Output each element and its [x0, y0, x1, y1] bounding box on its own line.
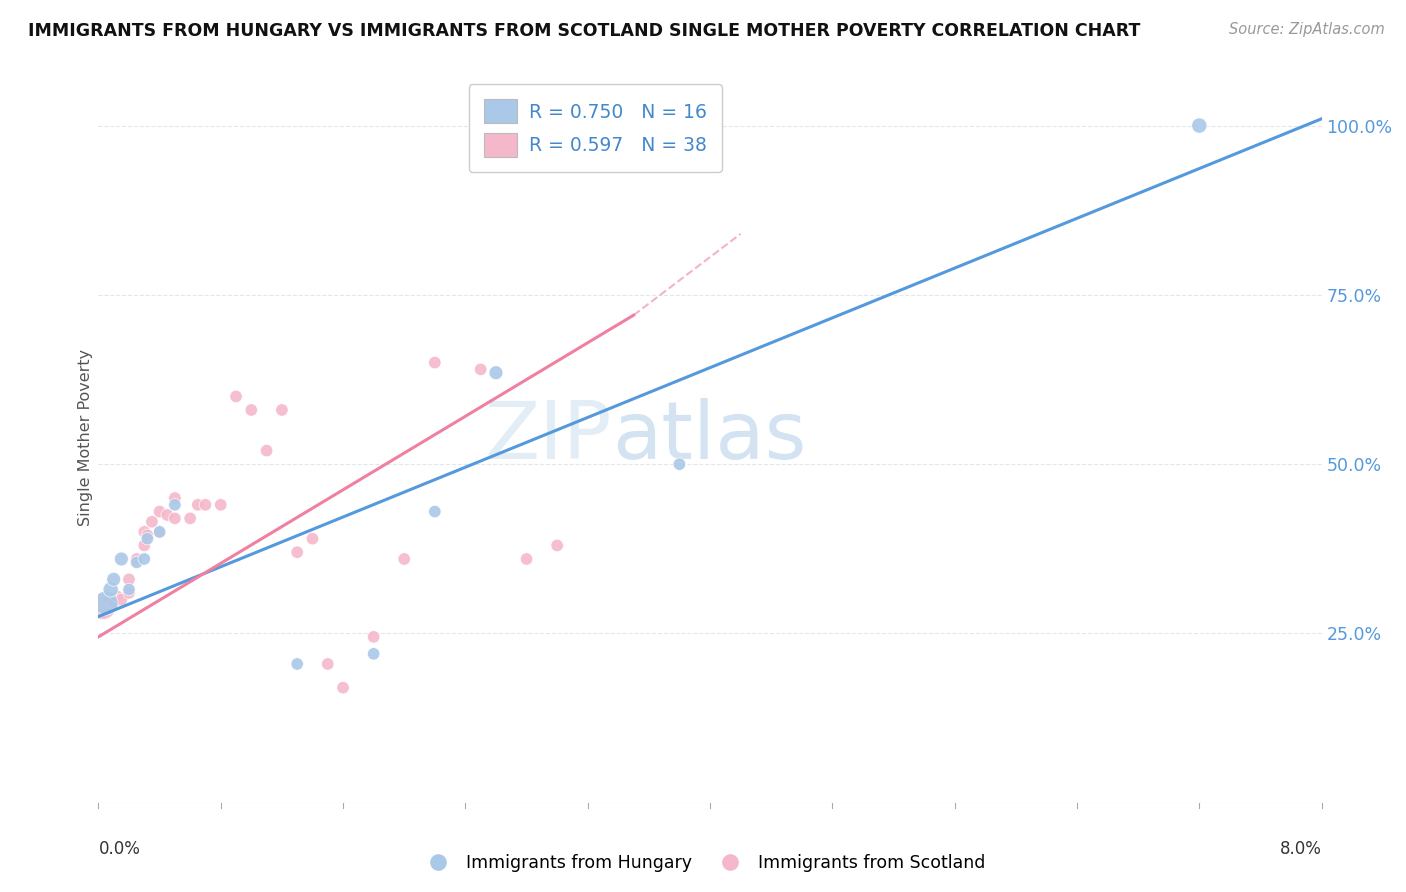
Point [470, 362, 492, 376]
Text: atlas: atlas [612, 398, 807, 476]
Point [105, 589, 128, 603]
Point [98, 592, 121, 607]
Point [149, 524, 172, 539]
Point [592, 139, 614, 153]
Point [163, 511, 186, 525]
Point [1188, 119, 1211, 133]
Legend: Immigrants from Hungary, Immigrants from Scotland: Immigrants from Hungary, Immigrants from… [413, 847, 993, 879]
Text: 0.0%: 0.0% [98, 840, 141, 858]
Point [125, 555, 148, 569]
Point [668, 457, 690, 471]
Point [100, 582, 122, 597]
Point [149, 505, 172, 519]
Point [423, 505, 446, 519]
Text: ZIP: ZIP [485, 398, 612, 476]
Point [285, 657, 308, 671]
Point [209, 498, 232, 512]
Point [301, 532, 323, 546]
Point [316, 657, 339, 671]
Point [637, 125, 661, 139]
Point [103, 572, 125, 586]
Point [516, 552, 538, 566]
Point [136, 532, 159, 546]
Text: Source: ZipAtlas.com: Source: ZipAtlas.com [1229, 22, 1385, 37]
Point [546, 538, 568, 552]
Point [163, 491, 186, 505]
Text: 8.0%: 8.0% [1279, 840, 1322, 858]
Point [392, 552, 416, 566]
Point [118, 572, 141, 586]
Point [110, 552, 132, 566]
Point [141, 515, 163, 529]
Point [485, 366, 508, 380]
Point [134, 552, 156, 566]
Point [134, 524, 156, 539]
Point [225, 389, 247, 403]
Point [149, 524, 172, 539]
Point [156, 508, 179, 522]
Point [240, 403, 263, 417]
Point [118, 586, 141, 600]
Legend: R = 0.750   N = 16, R = 0.597   N = 38: R = 0.750 N = 16, R = 0.597 N = 38 [468, 85, 721, 172]
Point [187, 498, 209, 512]
Text: IMMIGRANTS FROM HUNGARY VS IMMIGRANTS FROM SCOTLAND SINGLE MOTHER POVERTY CORREL: IMMIGRANTS FROM HUNGARY VS IMMIGRANTS FR… [28, 22, 1140, 40]
Point [94, 592, 117, 607]
Point [163, 498, 186, 512]
Point [110, 592, 132, 607]
Point [94, 596, 117, 610]
Point [91, 599, 114, 614]
Point [363, 647, 385, 661]
Point [332, 681, 354, 695]
Y-axis label: Single Mother Poverty: Single Mother Poverty [77, 349, 93, 525]
Point [363, 630, 385, 644]
Point [103, 596, 125, 610]
Point [118, 582, 141, 597]
Point [125, 552, 148, 566]
Point [134, 538, 156, 552]
Point [285, 545, 308, 559]
Point [256, 443, 278, 458]
Point [136, 528, 159, 542]
Point [270, 403, 294, 417]
Point [179, 511, 201, 525]
Point [194, 498, 217, 512]
Point [423, 355, 446, 369]
